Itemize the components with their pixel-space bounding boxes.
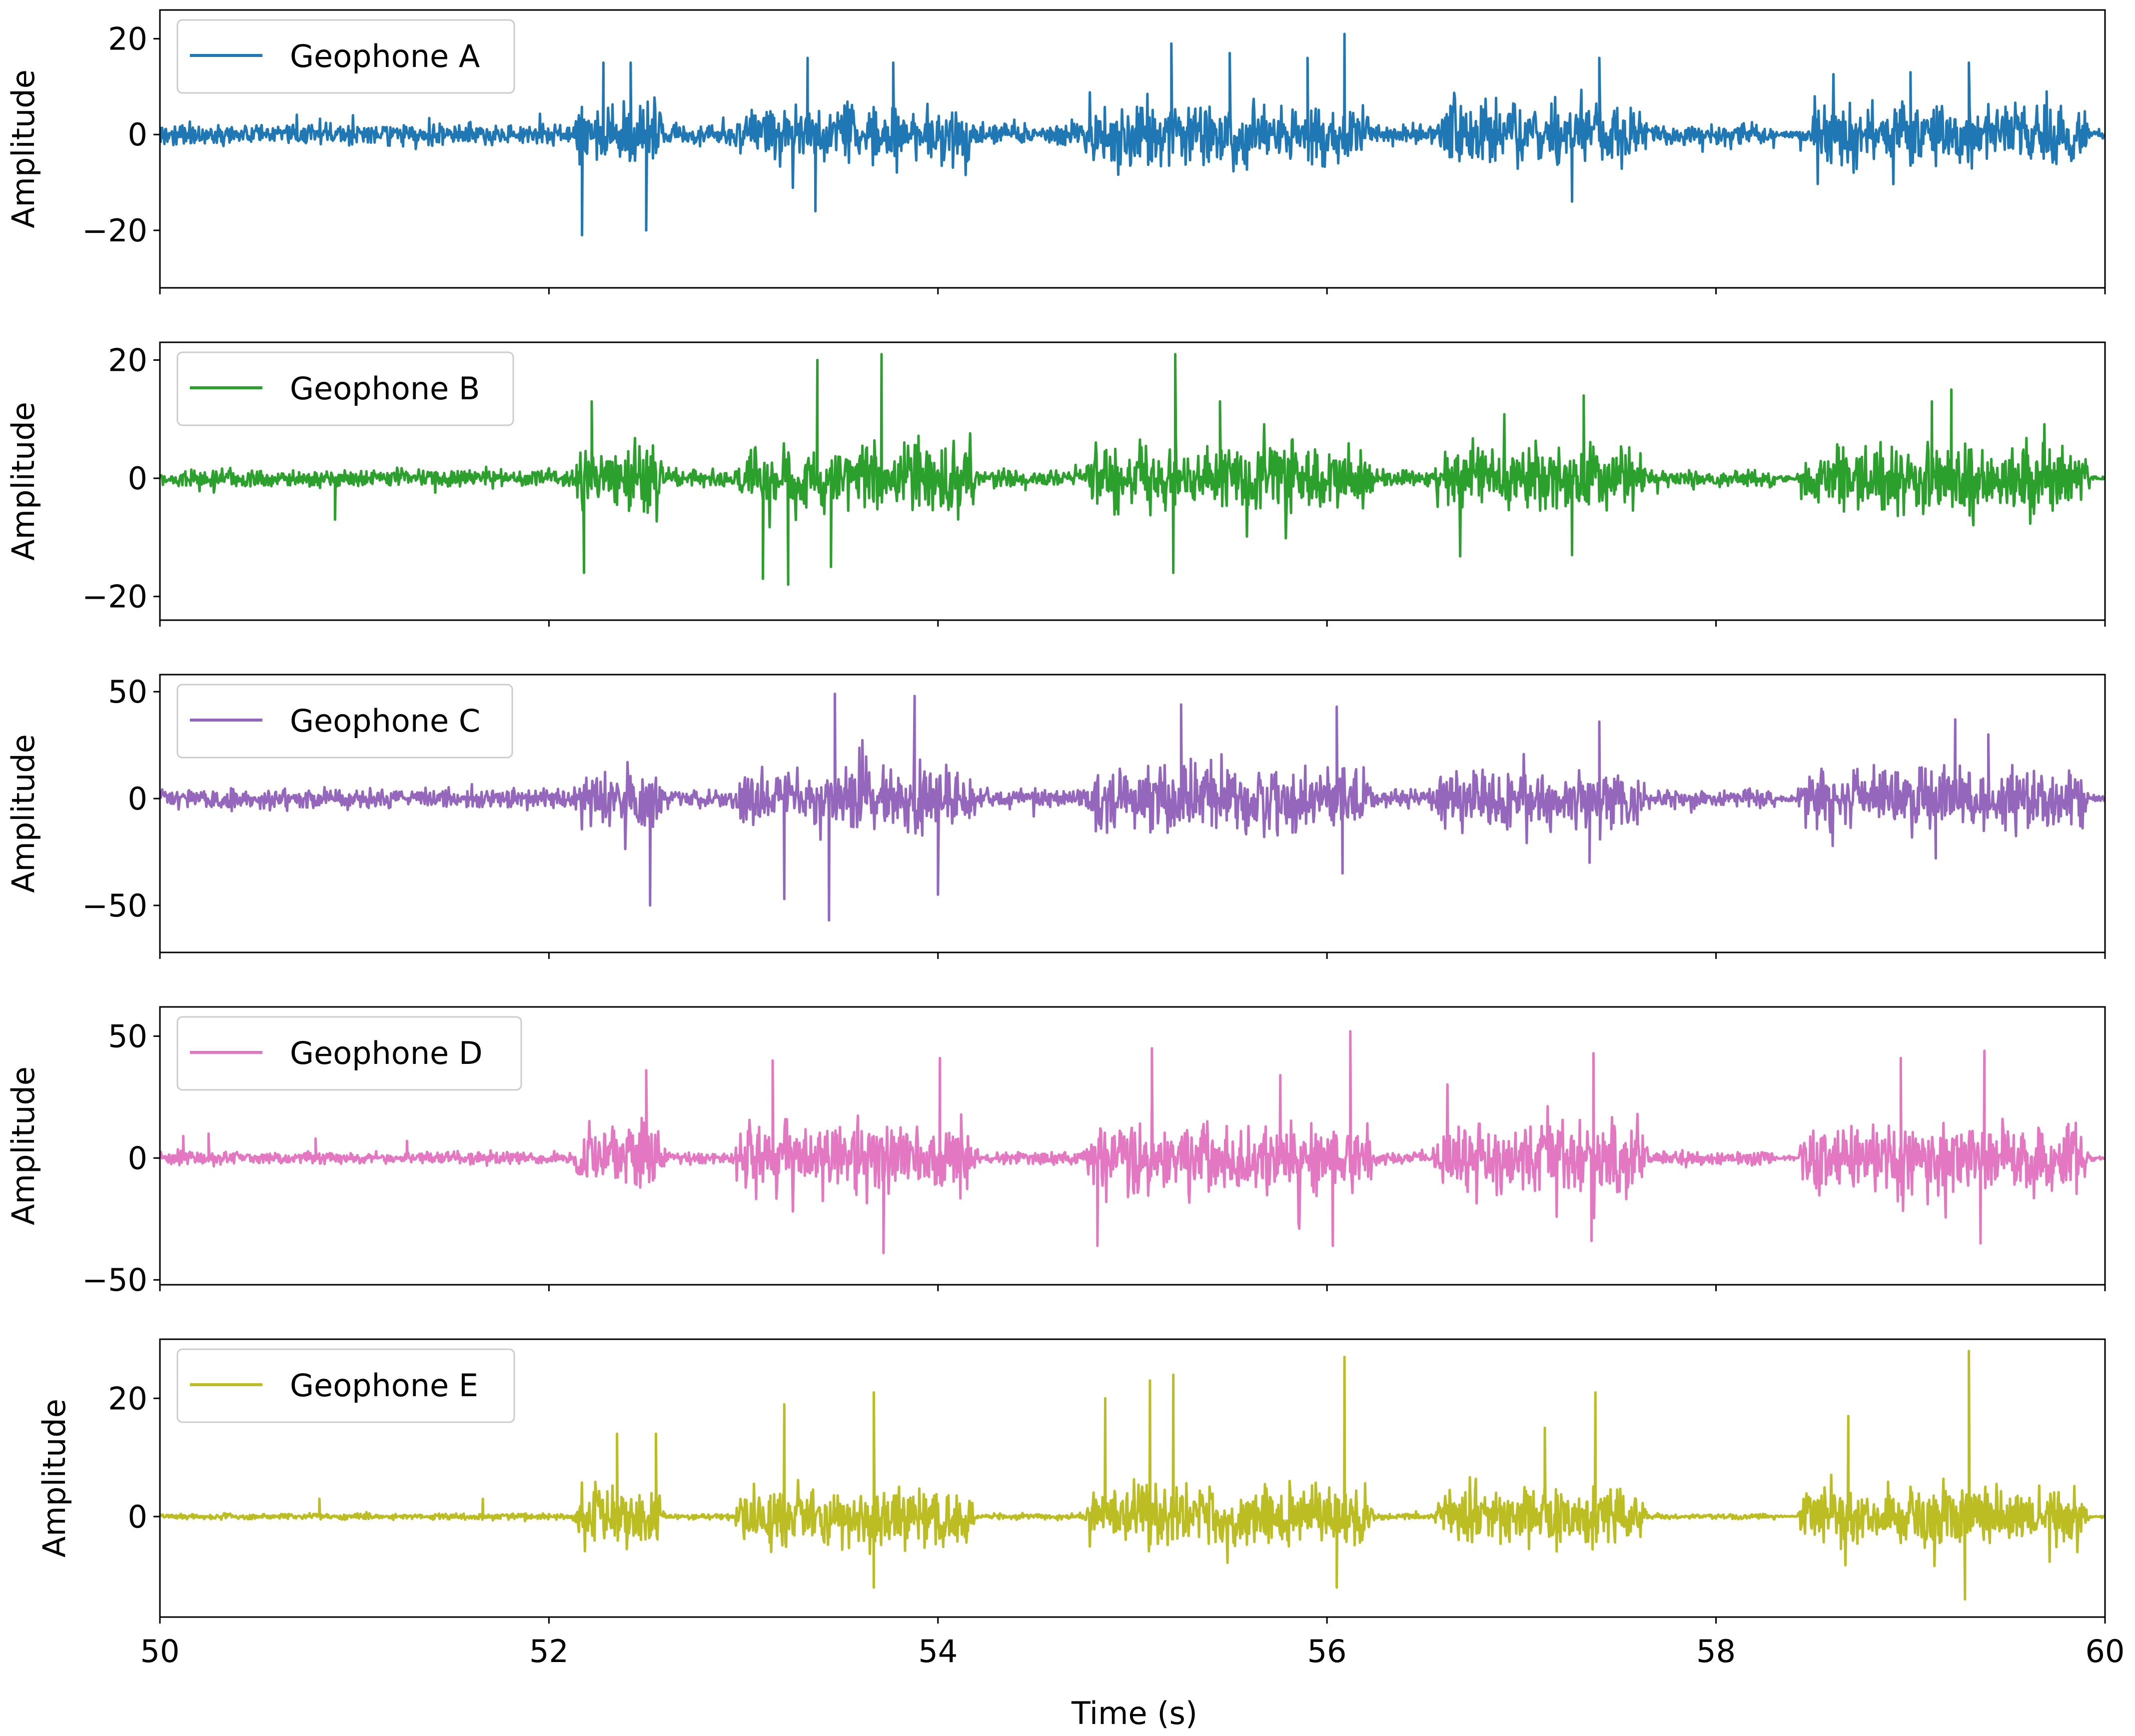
y-axis-label-1: Amplitude <box>5 69 41 228</box>
legend-3: Geophone C <box>176 684 513 759</box>
axes-frame-5 <box>159 1338 2106 1618</box>
axes-frame-2 <box>159 341 2106 621</box>
legend-box-5 <box>176 1348 515 1423</box>
x-tick-label: 54 <box>918 1633 958 1670</box>
panel-3: −50 0 50 Amplitude Geophone C <box>5 674 2106 959</box>
axes-frame-3 <box>159 674 2106 953</box>
panel-5: 0 20 50 52 54 56 58 60 Amplitude Geophone E <box>36 1338 2125 1670</box>
y-tick-label-4: 50 <box>108 1018 147 1055</box>
legend-2: Geophone B <box>176 351 514 426</box>
legend-box-2 <box>176 351 514 426</box>
y-tick-label-1: 0 <box>128 116 147 153</box>
legend-4: Geophone D <box>176 1016 522 1091</box>
series-line-5 <box>160 1350 2105 1601</box>
y-tick-label-2: 20 <box>108 342 147 378</box>
y-axis-label-3: Amplitude <box>5 734 41 893</box>
x-tick-label: 52 <box>529 1633 569 1670</box>
legend-box-3 <box>176 684 513 759</box>
legend-label-4: Geophone D <box>290 1035 483 1071</box>
y-tick-label-5: 20 <box>108 1380 147 1417</box>
legend-1: Geophone A <box>176 19 515 94</box>
axes-frame-1 <box>159 9 2106 289</box>
y-axis-label-5: Amplitude <box>36 1399 72 1558</box>
x-tick-label: 58 <box>1696 1633 1736 1670</box>
series-line-1 <box>160 32 2105 237</box>
panel-4: −50 0 50 Amplitude Geophone D <box>5 1006 2106 1298</box>
y-tick-label-3: 50 <box>108 674 147 710</box>
legend-5: Geophone E <box>176 1348 515 1423</box>
legend-label-3: Geophone C <box>290 703 480 739</box>
y-tick-label-3: −50 <box>82 887 147 924</box>
y-tick-label-2: −20 <box>82 579 147 615</box>
series-line-4 <box>160 1030 2105 1255</box>
y-tick-label-5: 0 <box>128 1499 147 1535</box>
y-tick-label-2: 0 <box>128 460 147 497</box>
axes-frame-4 <box>159 1006 2106 1286</box>
y-axis-label-4: Amplitude <box>5 1066 41 1225</box>
panel-1: −20 0 20 Amplitude Geophone A <box>5 9 2106 294</box>
x-axis-label: Time (s) <box>1071 1695 1197 1732</box>
y-tick-label-4: 0 <box>128 1140 147 1176</box>
y-tick-label-1: −20 <box>82 212 147 249</box>
series-line-2 <box>160 353 2105 586</box>
y-tick-label-1: 20 <box>108 21 147 57</box>
panel-2: −20 0 20 Amplitude Geophone B <box>5 341 2106 627</box>
legend-label-5: Geophone E <box>290 1367 478 1404</box>
x-tick-label: 56 <box>1307 1633 1347 1670</box>
x-tick-label: 60 <box>2086 1633 2125 1670</box>
series-line-3 <box>160 693 2105 922</box>
y-tick-label-4: −50 <box>82 1262 147 1298</box>
legend-label-1: Geophone A <box>290 38 480 74</box>
panels-group: −20 0 20 Amplitude Geophone A −20 0 20 Amplitude… <box>5 9 2125 1670</box>
y-tick-label-3: 0 <box>128 781 147 817</box>
legend-label-2: Geophone B <box>290 370 480 407</box>
legend-box-4 <box>176 1016 522 1091</box>
x-tick-label: 50 <box>140 1633 180 1670</box>
y-axis-label-2: Amplitude <box>5 402 41 561</box>
legend-box-1 <box>176 19 515 94</box>
